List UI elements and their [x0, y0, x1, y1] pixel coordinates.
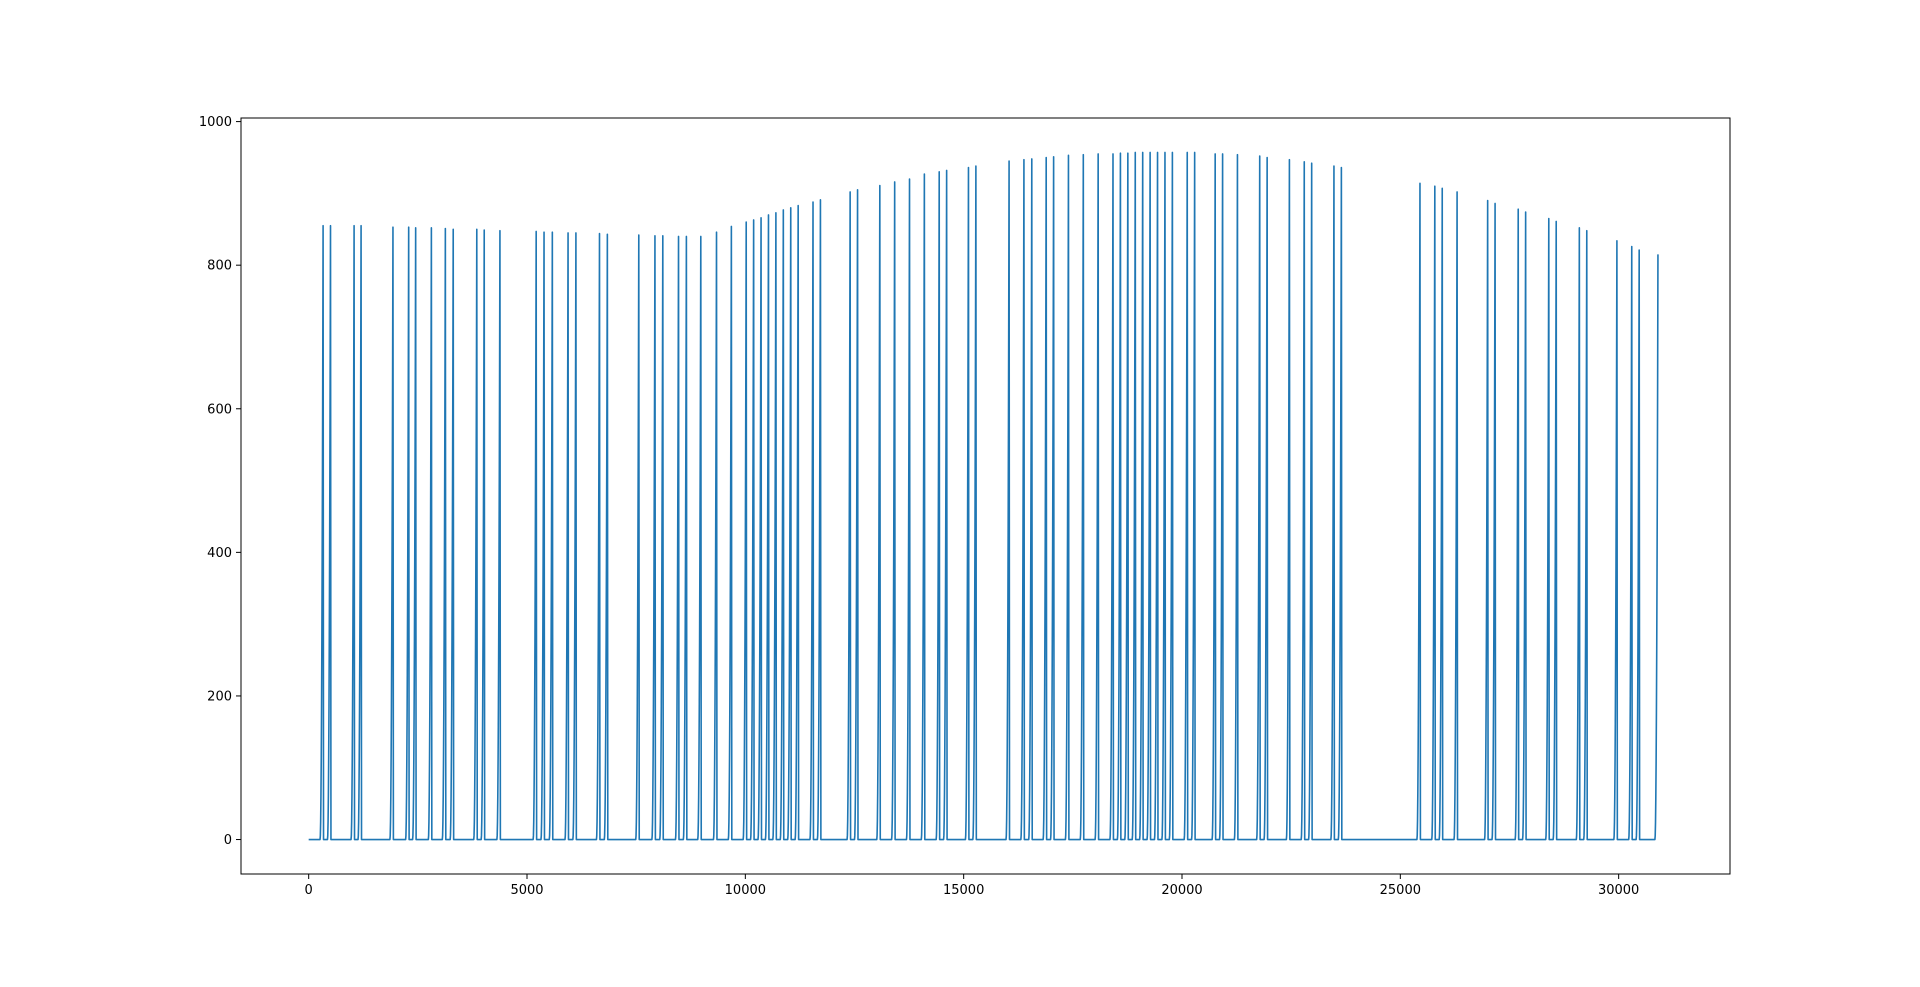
x-tick-label: 15000	[943, 883, 984, 898]
y-tick-label: 600	[207, 402, 232, 417]
y-tick-label: 1000	[199, 115, 232, 130]
y-tick-label: 200	[207, 689, 232, 704]
y-tick-label: 800	[207, 259, 232, 274]
x-tick-label: 5000	[510, 883, 543, 898]
plot-frame	[240, 117, 1731, 875]
x-tick-label: 10000	[725, 883, 766, 898]
y-axis: 0 200 400 600 800 1000	[199, 115, 241, 848]
series-layer	[308, 151, 1659, 841]
y-tick-label: 400	[207, 546, 232, 561]
x-tick-label: 25000	[1380, 883, 1421, 898]
x-tick-label: 30000	[1598, 883, 1639, 898]
y-tick-label: 0	[224, 833, 232, 848]
x-tick-label: 20000	[1161, 883, 1202, 898]
series-line	[308, 151, 1659, 841]
x-tick-label: 0	[305, 883, 313, 898]
x-axis: 0 5000 10000 15000 20000 25000 30000	[305, 874, 1639, 898]
